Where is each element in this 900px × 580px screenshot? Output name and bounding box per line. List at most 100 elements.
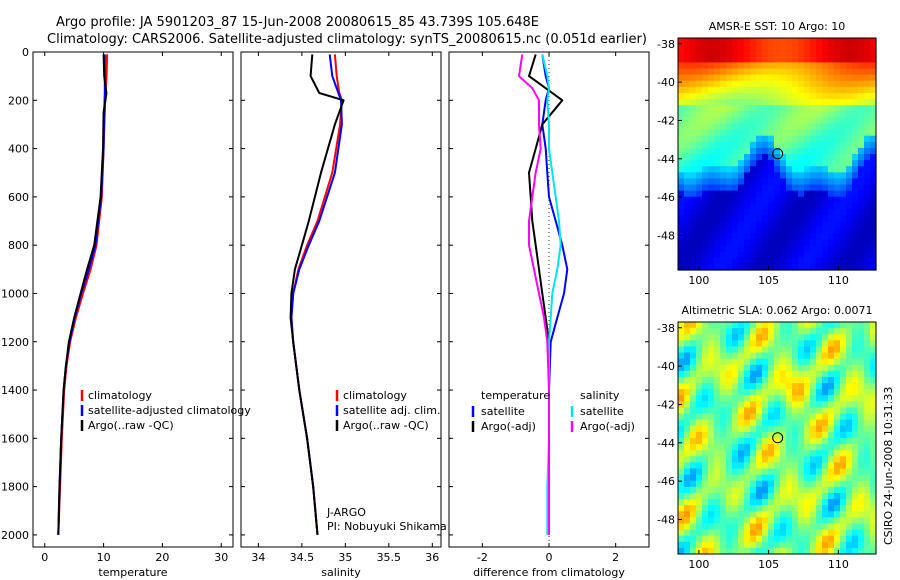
- heatmap-cell: [834, 245, 841, 253]
- heatmap-cell: [714, 480, 721, 488]
- heatmap-cell: [858, 499, 865, 506]
- heatmap-cell: [846, 251, 853, 259]
- heatmap-cell: [780, 257, 787, 265]
- heatmap-cell: [780, 172, 787, 180]
- heatmap-cell: [858, 160, 865, 167]
- heatmap-cell: [696, 523, 703, 531]
- heatmap-cell: [732, 208, 739, 216]
- heatmap-cell: [768, 547, 775, 555]
- heatmap-cell: [822, 529, 829, 537]
- heatmap-cell: [708, 517, 715, 525]
- heatmap-cell: [750, 196, 757, 204]
- heatmap-cell: [780, 535, 787, 543]
- heatmap-cell: [696, 160, 703, 167]
- heatmap-cell: [702, 135, 709, 143]
- heatmap-cell: [750, 227, 757, 234]
- heatmap-cell: [678, 221, 685, 228]
- heatmap-cell: [678, 239, 685, 247]
- heatmap-cell: [786, 257, 793, 265]
- heatmap-cell: [858, 68, 865, 76]
- heatmap-cell: [720, 547, 727, 555]
- heatmap-cell: [792, 111, 799, 118]
- heatmap-cell: [810, 196, 817, 204]
- heatmap-cell: [690, 334, 697, 341]
- heatmap-cell: [834, 523, 841, 531]
- heatmap-cell: [798, 511, 805, 518]
- heatmap-cell: [726, 99, 733, 106]
- heatmap-cell: [834, 135, 841, 143]
- heatmap-cell: [702, 468, 709, 476]
- heatmap-cell: [690, 346, 697, 354]
- heatmap-cell: [792, 251, 799, 259]
- heatmap-cell: [798, 462, 805, 470]
- heatmap-cell: [702, 105, 709, 112]
- heatmap-cell: [786, 105, 793, 112]
- heatmap-cell: [864, 74, 871, 82]
- heatmap-cell: [870, 450, 877, 457]
- heatmap-cell: [750, 263, 757, 271]
- heatmap-cell: [792, 358, 799, 366]
- heatmap-cell: [786, 486, 793, 494]
- heatmap-cell: [822, 99, 829, 106]
- heatmap-cell: [774, 322, 781, 329]
- heatmap-cell: [810, 233, 817, 241]
- heatmap-cell: [684, 196, 691, 204]
- heatmap-cell: [678, 44, 685, 51]
- heatmap-cell: [816, 395, 823, 402]
- heatmap-cell: [870, 68, 877, 76]
- heatmap-cell: [678, 56, 685, 64]
- heatmap-cell: [804, 50, 811, 57]
- heatmap-cell: [816, 535, 823, 543]
- heatmap-cell: [726, 395, 733, 402]
- heatmap-cell: [810, 215, 817, 222]
- heatmap-cell: [780, 56, 787, 64]
- heatmap-cell: [678, 541, 685, 549]
- heatmap-cell: [828, 370, 835, 378]
- heatmap-cell: [708, 370, 715, 378]
- heatmap-cell: [858, 413, 865, 421]
- heatmap-cell: [684, 239, 691, 247]
- heatmap-cell: [738, 251, 745, 259]
- heatmap-cell: [744, 370, 751, 378]
- heatmap-cell: [708, 474, 715, 482]
- heatmap-cell: [798, 364, 805, 372]
- heatmap-cell: [708, 154, 715, 161]
- heatmap-cell: [864, 517, 871, 525]
- heatmap-cell: [798, 450, 805, 457]
- heatmap-cell: [786, 376, 793, 384]
- heatmap-cell: [708, 178, 715, 186]
- heatmap-cell: [804, 105, 811, 112]
- heatmap-cell: [846, 425, 853, 433]
- heatmap-cell: [714, 38, 721, 45]
- heatmap-cell: [756, 44, 763, 51]
- heatmap-cell: [858, 233, 865, 241]
- heatmap-cell: [858, 92, 865, 100]
- heatmap-cell: [780, 486, 787, 494]
- heatmap-cell: [864, 535, 871, 543]
- heatmap-cell: [810, 166, 817, 173]
- heatmap-cell: [720, 215, 727, 222]
- heatmap-cell: [780, 178, 787, 186]
- heatmap-cell: [840, 340, 847, 348]
- heatmap-cell: [690, 322, 697, 329]
- heatmap-cell: [696, 251, 703, 259]
- heatmap-cell: [732, 227, 739, 234]
- heatmap-cell: [870, 395, 877, 402]
- heatmap-cell: [816, 135, 823, 143]
- heatmap-cell: [852, 184, 859, 192]
- heatmap-cell: [864, 364, 871, 372]
- heatmap-cell: [864, 154, 871, 161]
- heatmap-cell: [864, 184, 871, 192]
- heatmap-cell: [864, 328, 871, 335]
- heatmap-cell: [870, 523, 877, 531]
- heatmap-cell: [708, 364, 715, 372]
- heatmap-cell: [720, 529, 727, 537]
- heatmap-cell: [768, 227, 775, 234]
- heatmap-cell: [768, 62, 775, 70]
- heatmap-cell: [738, 358, 745, 366]
- heatmap-cell: [762, 376, 769, 384]
- heatmap-cell: [798, 208, 805, 216]
- heatmap-cell: [804, 123, 811, 131]
- heatmap-cell: [816, 184, 823, 192]
- heatmap-cell: [768, 38, 775, 45]
